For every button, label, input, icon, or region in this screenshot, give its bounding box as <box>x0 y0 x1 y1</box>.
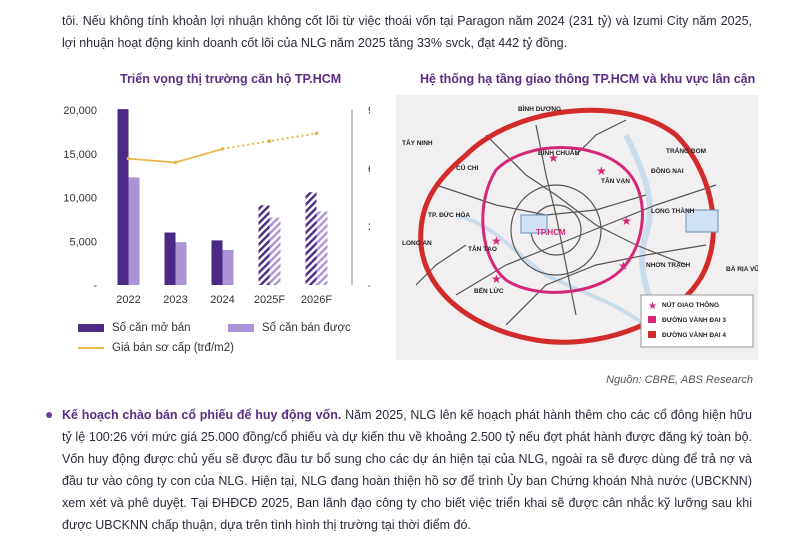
node-legend-icon: ★ <box>648 301 657 312</box>
bar-units-sold <box>175 242 187 285</box>
bar-units-offered <box>117 109 129 285</box>
price-point <box>173 160 178 165</box>
y-left-tick-label: 20,000 <box>63 105 97 117</box>
x-tick-label: 2022 <box>116 294 140 306</box>
price-line-actual <box>128 148 223 164</box>
legend-label-primary-price: Giá bán sơ cấp (trđ/m2) <box>112 342 234 354</box>
legend-swatch-dark <box>78 324 104 332</box>
bullet-marker: ● <box>45 406 54 422</box>
bar-units-offered <box>258 205 270 285</box>
y-left-tick-label: 10,000 <box>63 193 97 205</box>
price-point <box>126 156 131 161</box>
legend-primary-price: Giá bán sơ cấp (trđ/m2) <box>78 342 234 354</box>
ring-road-3 <box>481 146 644 294</box>
airport-tsn-icon <box>520 214 548 234</box>
bar-units-offered <box>164 232 176 285</box>
svg-text:★: ★ <box>596 164 607 178</box>
map-label: TRẢNG BOM <box>666 146 706 155</box>
map-label: NHƠN TRẠCH <box>646 262 690 269</box>
map-label: BẾN LỨC <box>474 285 504 295</box>
map-label: BÌNH CHUẨN <box>538 148 579 157</box>
price-line-forecast <box>222 132 317 150</box>
legend-units-offered: Số căn mở bán <box>78 322 191 334</box>
y-left-tick-label: 5,000 <box>69 236 97 248</box>
legend-label-units-sold: Số căn bán được <box>262 322 351 334</box>
x-tick-label: 2025F <box>254 294 285 306</box>
bullet-lead: Kế hoạch chào bán cổ phiếu để huy động v… <box>62 408 342 422</box>
map-label: TP. ĐỨC HÒA <box>428 210 470 219</box>
map-legend-node: NÚT GIAO THÔNG <box>662 300 719 309</box>
legend-units-sold: Số căn bán được <box>228 322 351 334</box>
bar-units-sold <box>128 177 140 285</box>
y-right-tick-label: 60 <box>368 163 370 175</box>
map-legend-ring3: ĐƯỜNG VÀNH ĐAI 3 <box>662 315 726 324</box>
x-tick-label: 2023 <box>163 294 187 306</box>
svg-text:★: ★ <box>491 272 502 286</box>
legend-swatch-light <box>228 324 254 332</box>
bar-units-offered <box>305 192 317 285</box>
price-point <box>267 139 272 143</box>
svg-text:★: ★ <box>621 214 632 228</box>
y-right-tick-label: 30 <box>368 222 370 234</box>
y-left-tick-label: - <box>93 280 97 292</box>
svg-text:★: ★ <box>491 234 502 248</box>
x-tick-label: 2024 <box>210 294 234 306</box>
y-right-tick-label: - <box>368 280 370 292</box>
river <box>455 213 658 337</box>
y-right-tick-label: 90 <box>368 105 370 117</box>
svg-text:★: ★ <box>548 151 559 165</box>
y-left-tick-label: 15,000 <box>63 149 97 161</box>
map-label: TP.HCM <box>536 228 566 237</box>
ring4-legend-swatch <box>648 331 656 338</box>
apartment-market-chart: - 5,000 10,000 15,000 20,000 - 30 60 90 2022 2023 2… <box>63 105 370 306</box>
map-legend-ring4: ĐƯỜNG VÀNH ĐAI 4 <box>662 330 726 339</box>
transport-map: ★ ★ ★ ★ ★ ★ BÌNH DƯƠNG TÂY NINH ĐỒNG NAI TP.… <box>396 95 758 360</box>
map-label: BÀ RỊA VŨNG TÀU <box>726 264 758 273</box>
bar-units-sold <box>269 217 281 285</box>
map-label: LONG THÀNH <box>651 206 695 215</box>
map-label: LONG AN <box>402 240 432 247</box>
map-label: TÂN TẠO <box>468 244 497 253</box>
map-label: ĐỒNG NAI <box>651 165 684 175</box>
intersection-markers: ★ ★ ★ ★ ★ ★ <box>491 151 632 286</box>
map-legend <box>640 294 754 348</box>
bar-units-sold <box>222 250 234 285</box>
bar-units-sold <box>316 211 328 285</box>
infrastructure-map-title: Hệ thống hạ tầng giao thông TP.HCM và kh… <box>420 72 756 86</box>
map-label: BÌNH DƯƠNG <box>518 104 561 113</box>
map-label: TÂN VẠN <box>601 176 630 185</box>
price-point <box>314 131 319 136</box>
svg-text:★: ★ <box>618 259 629 273</box>
legend-label-units-offered: Số căn mở bán <box>112 322 191 334</box>
apartment-chart-title: Triển vọng thị trường căn hộ TP.HCM <box>120 72 342 86</box>
bar-units-offered <box>211 240 223 285</box>
legend-swatch-line <box>78 347 104 349</box>
price-point <box>220 147 225 151</box>
map-label: CỦ CHI <box>456 163 479 172</box>
ring3-legend-swatch <box>648 316 656 323</box>
bullet-paragraph: Kế hoạch chào bán cổ phiếu để huy động v… <box>62 404 752 536</box>
intro-paragraph: tôi. Nếu không tính khoản lợi nhuận khôn… <box>62 14 752 50</box>
x-tick-label: 2026F <box>301 294 332 306</box>
airport-icon <box>685 209 719 233</box>
bullet-body: Năm 2025, NLG lên kế hoạch phát hành thê… <box>62 408 752 532</box>
source-note: Nguồn: CBRE, ABS Research <box>606 374 753 386</box>
map-label: TÂY NINH <box>402 138 433 147</box>
